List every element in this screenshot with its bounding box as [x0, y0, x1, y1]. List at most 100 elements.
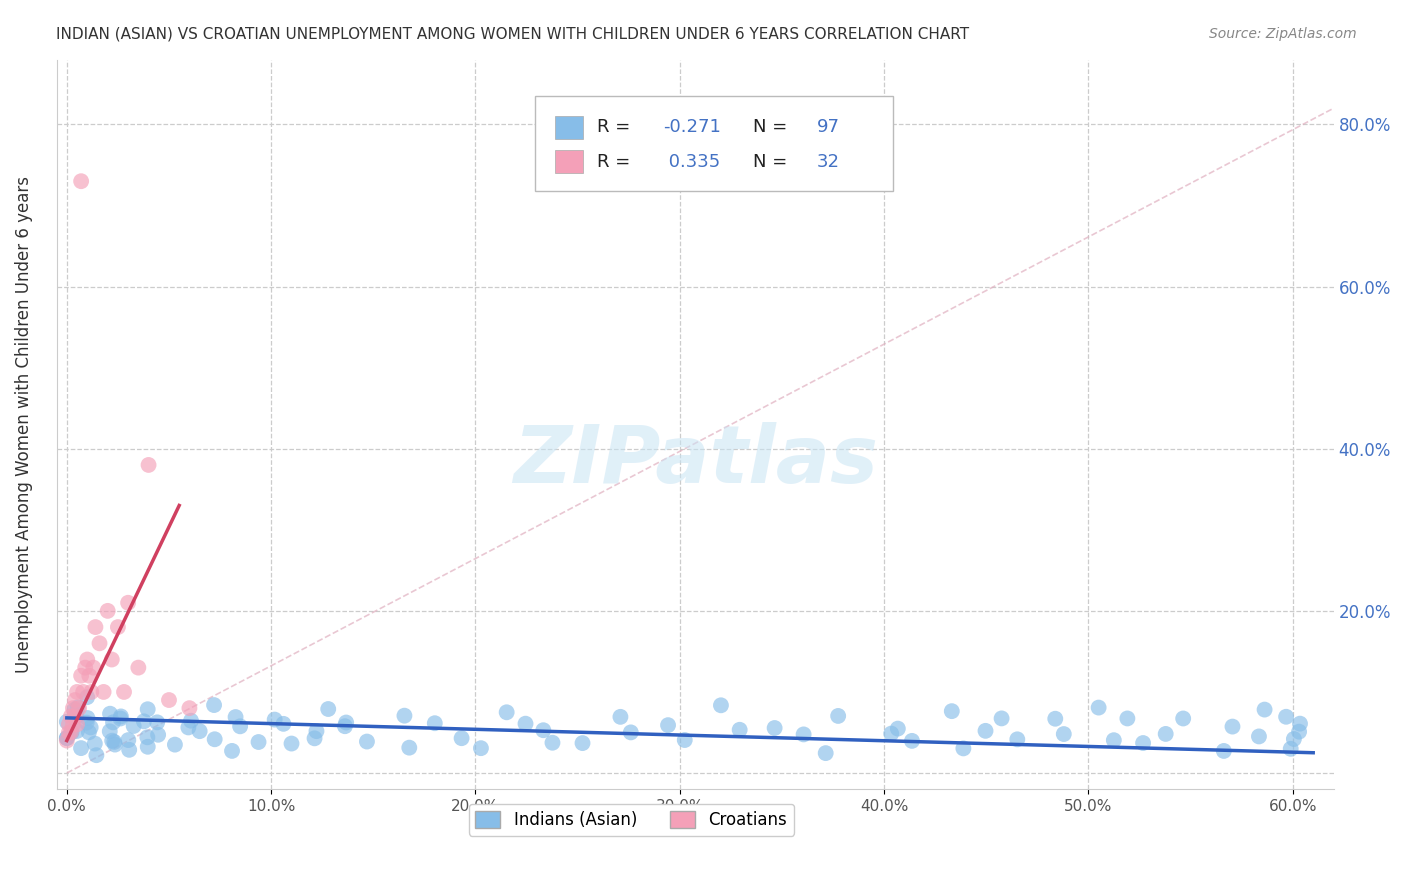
Point — [880, 726, 903, 740]
Point — [304, 731, 326, 746]
Text: N =: N = — [752, 119, 787, 136]
Point — [225, 710, 247, 724]
Point — [103, 735, 125, 749]
Text: R =: R = — [596, 153, 630, 170]
Point — [423, 716, 446, 731]
Point — [136, 739, 159, 754]
Point — [1045, 712, 1067, 726]
Point — [1247, 730, 1270, 744]
Point — [146, 728, 169, 742]
Point — [76, 711, 98, 725]
Text: 97: 97 — [817, 119, 839, 136]
Point — [1173, 711, 1195, 725]
Point — [146, 715, 169, 730]
Point — [76, 652, 98, 666]
Point — [80, 685, 103, 699]
Point — [76, 715, 98, 730]
Point — [793, 727, 815, 741]
Point — [56, 714, 79, 729]
Text: ZIPatlas: ZIPatlas — [513, 422, 877, 500]
Point — [82, 660, 104, 674]
Point — [177, 721, 200, 735]
Point — [56, 733, 79, 747]
Point — [990, 711, 1012, 725]
Point — [56, 731, 79, 746]
Point — [179, 701, 201, 715]
Point — [70, 741, 93, 756]
Point — [531, 723, 554, 738]
Point — [122, 719, 145, 733]
Point — [66, 723, 89, 738]
Point — [1222, 720, 1244, 734]
Point — [515, 716, 537, 731]
Point — [67, 701, 90, 715]
Point — [59, 725, 82, 739]
Point — [263, 713, 285, 727]
Point — [1282, 731, 1305, 746]
Point — [66, 700, 89, 714]
Point — [58, 725, 80, 739]
Point — [188, 724, 211, 739]
Point — [83, 737, 105, 751]
Point — [887, 722, 910, 736]
Point — [657, 718, 679, 732]
Point — [101, 652, 124, 666]
Point — [72, 685, 94, 699]
Point — [398, 740, 420, 755]
Point — [66, 685, 89, 699]
Point — [1007, 732, 1029, 747]
Point — [1253, 703, 1275, 717]
Point — [620, 725, 643, 739]
Point — [86, 748, 108, 763]
Point — [63, 693, 86, 707]
Point — [93, 685, 115, 699]
Text: -0.271: -0.271 — [664, 119, 721, 136]
Point — [1275, 710, 1298, 724]
Point — [56, 731, 79, 745]
Point — [1288, 724, 1310, 739]
Point — [335, 715, 357, 730]
Point — [110, 709, 132, 723]
Point — [117, 733, 139, 747]
Point — [59, 709, 82, 723]
FancyBboxPatch shape — [554, 116, 582, 139]
Point — [75, 660, 97, 674]
Point — [118, 743, 141, 757]
Y-axis label: Unemployment Among Women with Children Under 6 years: Unemployment Among Women with Children U… — [15, 176, 32, 673]
Point — [305, 724, 328, 739]
Point — [104, 738, 127, 752]
Point — [229, 719, 252, 733]
Point — [901, 734, 924, 748]
Point — [541, 736, 564, 750]
Point — [247, 735, 270, 749]
Point — [204, 732, 226, 747]
Point — [941, 704, 963, 718]
Point — [1154, 727, 1177, 741]
Point — [470, 741, 492, 756]
Point — [202, 698, 225, 712]
Text: N =: N = — [752, 153, 787, 170]
Point — [98, 724, 121, 739]
Point — [110, 711, 132, 725]
Point — [132, 714, 155, 729]
Legend: Indians (Asian), Croatians: Indians (Asian), Croatians — [468, 804, 794, 836]
Point — [316, 702, 339, 716]
Point — [70, 174, 93, 188]
Point — [1212, 744, 1234, 758]
Point — [356, 734, 378, 748]
Text: Source: ZipAtlas.com: Source: ZipAtlas.com — [1209, 27, 1357, 41]
Point — [112, 685, 135, 699]
Text: R =: R = — [596, 119, 630, 136]
Point — [77, 725, 100, 739]
Point — [673, 733, 696, 747]
Point — [221, 744, 243, 758]
Point — [101, 715, 124, 730]
Point — [952, 741, 974, 756]
Point — [571, 736, 593, 750]
Point — [136, 702, 159, 716]
Point — [76, 690, 98, 705]
Text: 0.335: 0.335 — [664, 153, 720, 170]
Point — [138, 458, 160, 472]
Point — [79, 721, 101, 735]
Point — [101, 733, 124, 747]
